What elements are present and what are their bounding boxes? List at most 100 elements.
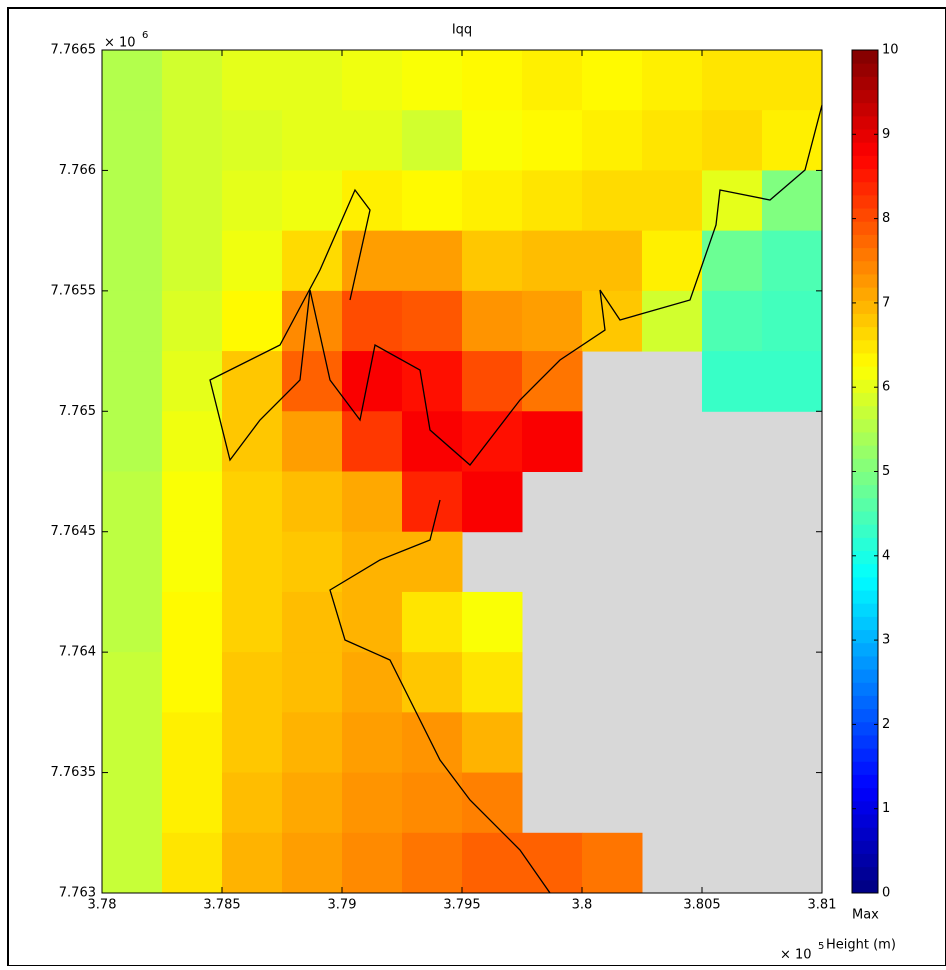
- heat-cell: [342, 230, 403, 292]
- heat-cell: [342, 652, 403, 713]
- colorbar-tick-label: 4: [882, 548, 890, 563]
- y-tick-label: 7.764: [59, 645, 96, 660]
- heat-cell: [522, 110, 583, 171]
- heat-cell: [222, 531, 283, 593]
- heat-cell: [282, 652, 343, 713]
- heat-cell: [702, 50, 763, 111]
- heat-cell: [162, 290, 223, 352]
- heat-cell: [402, 170, 463, 232]
- heat-cell: [462, 351, 523, 412]
- heat-cell: [342, 411, 403, 472]
- heat-cell: [102, 110, 163, 171]
- heat-cell: [342, 471, 403, 533]
- heat-cell: [402, 230, 463, 292]
- heat-cell: [222, 50, 283, 111]
- heat-cell: [402, 712, 463, 774]
- heat-cell: [402, 772, 463, 834]
- heat-cell: [402, 411, 463, 472]
- colorbar-tick-label: 5: [882, 464, 890, 479]
- heat-cell: [102, 50, 163, 111]
- heat-cell: [282, 772, 343, 834]
- colorbar-segment: [852, 616, 878, 631]
- colorbar-label: Max: [852, 908, 879, 923]
- heat-cell: [462, 110, 523, 171]
- heat-cell: [462, 290, 523, 352]
- x-tick-label: 3.79: [328, 898, 357, 913]
- heat-cell: [222, 351, 283, 412]
- heat-cell: [402, 832, 463, 894]
- colorbar-segment: [852, 445, 878, 459]
- colorbar-segment: [852, 50, 878, 64]
- x-tick-label: 3.805: [683, 898, 720, 913]
- colorbar-segment: [852, 563, 878, 578]
- heat-cell: [162, 170, 223, 232]
- heat-cell: [522, 351, 583, 412]
- colorbar-segment: [852, 813, 878, 828]
- heat-cell: [222, 712, 283, 774]
- heat-cell: [162, 471, 223, 533]
- heat-cell: [522, 50, 583, 111]
- colorbar-segment: [852, 326, 878, 341]
- heat-cell: [282, 591, 343, 653]
- heat-cell: [402, 471, 463, 533]
- heat-cell: [522, 230, 583, 292]
- colorbar-segment: [852, 537, 878, 552]
- heat-cell: [642, 50, 703, 111]
- colorbar-segment: [852, 300, 878, 314]
- y-tick-label: 7.763: [59, 886, 96, 901]
- heat-cell: [162, 110, 223, 171]
- y-tick-label: 7.7635: [51, 765, 97, 780]
- colorbar-segment: [852, 853, 878, 868]
- heat-cell: [282, 832, 343, 894]
- heat-cell: [582, 170, 643, 232]
- colorbar-segment: [852, 590, 878, 604]
- heat-cell: [102, 591, 163, 653]
- colorbar-segment: [852, 761, 878, 775]
- heat-cell: [642, 110, 703, 171]
- y-tick-label: 7.7655: [51, 283, 97, 298]
- x-exponent: 5: [818, 941, 824, 952]
- colorbar-segment: [852, 221, 878, 235]
- colorbar-segment: [852, 734, 878, 749]
- colorbar-segment: [852, 866, 878, 881]
- colorbar-tick-label: 3: [882, 633, 890, 648]
- heat-cell: [402, 110, 463, 171]
- colorbar-segment: [852, 208, 878, 222]
- heat-cell: [162, 832, 223, 894]
- heat-cell: [102, 351, 163, 412]
- colorbar-segment: [852, 392, 878, 407]
- colorbar-segment: [852, 418, 878, 433]
- colorbar-segment: [852, 669, 878, 683]
- colorbar-segment: [852, 142, 878, 156]
- heat-cell: [582, 50, 643, 111]
- overlay: [101, 49, 823, 894]
- heat-cell: [402, 652, 463, 713]
- heat-cell: [642, 230, 703, 292]
- colorbar-segment: [852, 260, 878, 275]
- heat-cell: [762, 351, 823, 412]
- heat-cell: [102, 411, 163, 472]
- heat-cell: [402, 531, 463, 593]
- colorbar-segment: [852, 234, 878, 249]
- colorbar-segment: [852, 840, 878, 854]
- colorbar-tick-label: 0: [882, 886, 890, 901]
- heat-cell: [522, 170, 583, 232]
- y-multiplier: × 10: [104, 36, 136, 51]
- heat-cell: [102, 712, 163, 774]
- heat-cell: [282, 471, 343, 533]
- heat-cell: [402, 290, 463, 352]
- heat-cell: [342, 110, 403, 171]
- heat-cell: [282, 712, 343, 774]
- heat-cell: [462, 832, 523, 894]
- colorbar-segment: [852, 748, 878, 762]
- colorbar-segment: [852, 339, 878, 354]
- heat-cell: [162, 531, 223, 593]
- heat-cell: [342, 591, 403, 653]
- colorbar-segment: [852, 827, 878, 841]
- colorbar-segment: [852, 800, 878, 815]
- heat-cell: [462, 230, 523, 292]
- heat-cell: [102, 170, 163, 232]
- heat-cell: [222, 230, 283, 292]
- colorbar-segment: [852, 497, 878, 512]
- heat-cell: [462, 652, 523, 713]
